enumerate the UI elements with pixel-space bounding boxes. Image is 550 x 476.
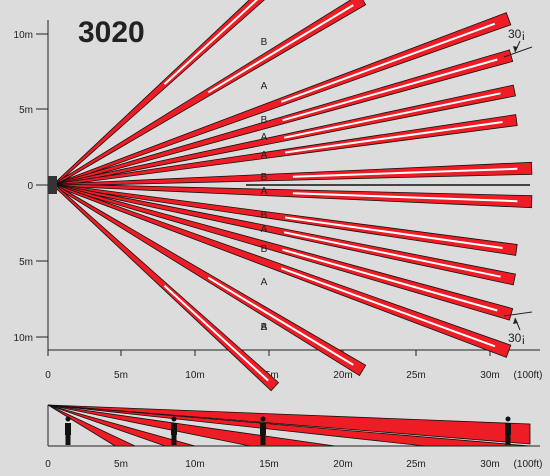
side-x-tick-label: 10m: [185, 459, 204, 470]
side-detection-zone: [47, 404, 531, 445]
y-tick-label: 10m: [14, 30, 33, 41]
side-detection-zone: [47, 404, 531, 447]
x-tick-label: (100ft): [514, 370, 543, 381]
person-icon: [171, 416, 177, 445]
zone-label: A: [261, 224, 268, 235]
zone-gap: [207, 4, 354, 94]
zone-gap: [280, 267, 496, 348]
x-tick-label: 5m: [114, 370, 128, 381]
side-detection-zone: [47, 404, 136, 447]
zone-gap: [163, 0, 259, 85]
y-tick-label: 0: [27, 181, 33, 192]
zone-label: A: [261, 277, 268, 288]
x-tick-label: 20m: [333, 370, 352, 381]
zone-label: A: [261, 132, 268, 143]
detection-zone: [53, 183, 514, 321]
zone-label: B: [261, 37, 268, 48]
zone-gap: [292, 192, 518, 203]
side-x-tick-label: 20m: [333, 459, 352, 470]
person-icon: [505, 416, 511, 445]
person-icon: [65, 416, 71, 445]
y-tick-label: 5m: [19, 257, 33, 268]
x-axis-ticks: [47, 350, 491, 356]
person-icon: [260, 416, 266, 445]
angle-annotation-top: 30¡: [503, 27, 533, 58]
zone-gap: [207, 276, 354, 366]
x-tick-label: 0: [45, 370, 51, 381]
side-x-tick-label: 5m: [114, 459, 128, 470]
side-x-tick-label: 0: [45, 459, 51, 470]
zone-gap: [280, 22, 496, 103]
side-view: [47, 404, 540, 447]
zone-label: A: [261, 150, 268, 161]
zone-label: B: [261, 172, 268, 183]
y-axis-ticks: [36, 33, 48, 338]
angle-annotation-bottom: 30¡: [503, 311, 533, 345]
y-tick-label: 5m: [19, 105, 33, 116]
side-x-tick-label: 30m: [480, 459, 499, 470]
zone-label: B: [261, 322, 268, 333]
angle-label-top: 30¡: [508, 27, 525, 41]
zone-label: B: [261, 244, 268, 255]
x-axis-labels: 0 5m 10m 15m 20m 25m 30m (100ft): [45, 370, 542, 381]
zone-gap: [292, 167, 518, 178]
detection-zone: [53, 49, 514, 187]
sensor-icon: [48, 176, 57, 194]
y-axis-labels: 10m 5m 0 5m 10m: [14, 30, 34, 344]
x-tick-label: 10m: [185, 370, 204, 381]
side-x-tick-label: 15m: [259, 459, 278, 470]
side-detection-zone: [47, 404, 196, 447]
y-tick-label: 10m: [14, 333, 33, 344]
zone-label: B: [261, 115, 268, 126]
side-zones: [47, 404, 531, 447]
side-x-tick-label: 25m: [406, 459, 425, 470]
zone-gap: [283, 231, 501, 278]
zone-gap: [282, 248, 498, 312]
zone-label: A: [261, 186, 268, 197]
x-tick-label: 30m: [480, 370, 499, 381]
zone-label: B: [261, 210, 268, 221]
detection-zones: [52, 0, 533, 392]
zone-gap: [285, 121, 503, 154]
zone-gap: [283, 92, 501, 139]
side-x-axis-labels: 0 5m 10m 15m 20m 25m 30m (100ft): [45, 459, 542, 470]
side-x-tick-label: (100ft): [514, 459, 543, 470]
zone-label: A: [261, 322, 268, 333]
zone-gap: [163, 285, 269, 382]
diagram-title: 3020: [78, 16, 145, 49]
zone-gap: [282, 58, 498, 122]
x-tick-label: 25m: [406, 370, 425, 381]
angle-label-bottom: 30¡: [508, 331, 525, 345]
zone-label: A: [261, 81, 268, 92]
people-figures: [65, 416, 511, 445]
detection-zone: [53, 183, 512, 358]
zone-gap: [285, 216, 503, 249]
